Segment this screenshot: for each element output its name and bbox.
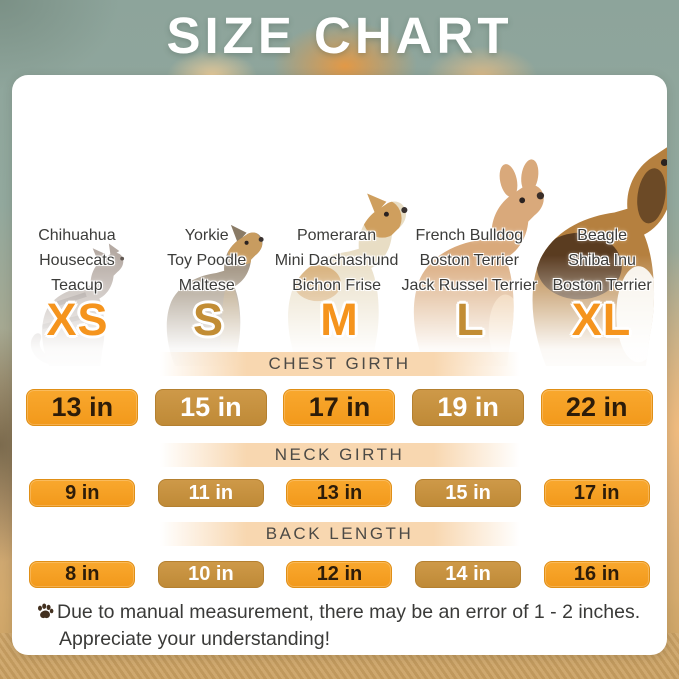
breed-column-xs: Chihuahua Housecats Teacup <box>12 223 142 298</box>
breed-column-s: Yorkie Toy Poodle Maltese <box>142 223 272 298</box>
breed-label: Bichon Frise <box>292 277 381 294</box>
measurement-badge: 22 in <box>540 389 653 426</box>
back-length-row: 8 in 10 in 12 in 14 in 16 in <box>12 561 667 588</box>
measurement-badge: 8 in <box>29 561 136 588</box>
breed-labels: Chihuahua Housecats Teacup Yorkie Toy Po… <box>12 223 667 298</box>
measurement-badge: 17 in <box>543 479 650 507</box>
note-line-1-wrap: Due to manual measurement, there may be … <box>36 599 640 626</box>
size-letters: XS S M L XL <box>12 295 667 345</box>
neck-girth-row: 9 in 11 in 13 in 15 in 17 in <box>12 479 667 507</box>
section-header-back-length: BACK LENGTH <box>159 522 520 546</box>
measurement-badge: 15 in <box>154 389 267 426</box>
breed-label: Boston Terrier <box>552 277 652 294</box>
breed-column-m: Pomeraran Mini Dachashund Bichon Frise <box>272 223 402 298</box>
measurement-badge: 10 in <box>157 561 264 588</box>
breed-label: Boston Terrier <box>419 252 519 269</box>
section-header-neck-girth: NECK GIRTH <box>159 443 520 467</box>
size-label-xl: XL <box>571 294 632 345</box>
note-line: Due to manual measurement, there may be … <box>57 601 641 623</box>
section-header-chest-girth: CHEST GIRTH <box>159 352 520 376</box>
measurement-badge: 17 in <box>283 389 396 426</box>
breed-label: Chihuahua <box>38 227 116 244</box>
size-chart-card: Chihuahua Housecats Teacup Yorkie Toy Po… <box>12 75 667 655</box>
breed-label: French Bulldog <box>415 227 524 244</box>
measurement-badge: 11 in <box>157 479 264 507</box>
breed-label: Yorkie <box>184 227 229 244</box>
size-label-m: M <box>320 294 359 345</box>
note-line-2-wrap: Appreciate your understanding! <box>36 626 640 653</box>
measurement-badge: 14 in <box>415 561 522 588</box>
breed-label: Pomeraran <box>296 227 377 244</box>
breed-label: Beagle <box>577 227 627 244</box>
breed-label: Maltese <box>178 277 235 294</box>
paw-icon <box>38 603 54 619</box>
measurement-note: Due to manual measurement, there may be … <box>36 599 640 653</box>
size-label-l: L <box>456 294 485 345</box>
breed-label: Housecats <box>39 252 115 269</box>
measurement-badge: 16 in <box>543 561 650 588</box>
breed-label: Teacup <box>51 277 103 294</box>
breed-label: Shiba Inu <box>568 252 636 269</box>
breed-label: Mini Dachashund <box>274 252 399 269</box>
measurement-badge: 15 in <box>415 479 522 507</box>
measurement-badge: 13 in <box>26 389 139 426</box>
breed-label: Jack Russel Terrier <box>401 277 538 294</box>
breed-column-l: French Bulldog Boston Terrier Jack Russe… <box>401 223 537 298</box>
measurement-badge: 12 in <box>286 561 393 588</box>
size-label-s: S <box>192 294 224 345</box>
note-line: Appreciate your understanding! <box>59 628 331 650</box>
breed-column-xl: Beagle Shiba Inu Boston Terrier <box>537 223 667 298</box>
measurement-badge: 13 in <box>286 479 393 507</box>
chest-girth-row: 13 in 15 in 17 in 19 in 22 in <box>12 389 667 426</box>
measurement-badge: 9 in <box>29 479 136 507</box>
measurement-badge: 19 in <box>412 389 525 426</box>
page-title: SIZE CHART <box>166 7 513 64</box>
size-label-xs: XS <box>46 294 109 345</box>
breed-label: Toy Poodle <box>167 252 247 269</box>
